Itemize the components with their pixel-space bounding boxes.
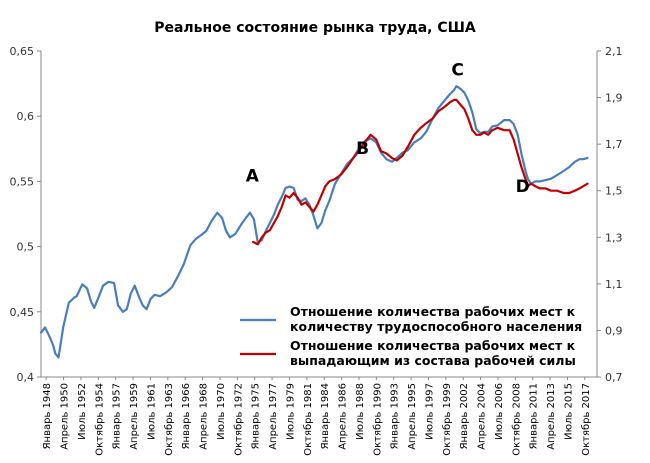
y-right-tick-label: 1,5 [605,185,623,198]
y-left-tick-label: 0,55 [10,175,35,188]
x-tick-label: Июль 1988 [355,383,366,440]
x-tick-label: Октябрь 1963 [164,383,175,456]
y-left-tick-label: 0,45 [10,306,35,319]
x-tick-label: Октябрь 1954 [94,383,105,456]
axes: 0,4 0,45 0,5 0,55 0,6 0,65 0,7 0,9 1,1 1,3 1,5 1,7 1… [10,45,623,456]
x-tick-label: Апрель 2013 [546,383,557,450]
y-right-tick-label: 0,9 [605,324,623,337]
y-right-tick-label: 1,7 [605,138,623,151]
x-tick-label: Октябрь 1981 [303,383,314,456]
x-tick-label: Январь 1948 [42,383,53,449]
y-right-tick-label: 1,1 [605,278,623,291]
y-left-tick-label: 0,65 [10,45,35,58]
y-right-tick-label: 1,9 [605,92,623,105]
x-tick-label: Октябрь 1972 [233,383,244,456]
x-tick-label: Июль 1997 [424,383,435,440]
x-tick-label: Октябрь 2017 [581,383,592,456]
x-tick-label: Июль 2006 [494,383,505,440]
x-tick-label: Январь 1993 [390,383,401,449]
chart-title: Реальное состояние рынка труда, США [154,20,476,36]
series-layer [39,85,589,359]
y-right-tick-label: 0,7 [605,371,623,384]
x-tick-label: Апрель 1977 [268,383,279,450]
y-left-tick-label: 0,6 [17,110,35,123]
series-line-1 [39,85,589,359]
legend: Отношение количества рабочих мест кколич… [240,304,582,368]
x-tick-label: Июль 1961 [146,383,157,440]
x-tick-label: Июль 1979 [285,383,296,440]
x-tick-label: Январь 2002 [459,383,470,449]
x-tick-label: Октябрь 1999 [442,383,453,456]
legend-label-2-line2: выпадающим из состава рабочей силы [290,353,576,368]
y-right-tick-label: 2,1 [605,45,623,58]
annotation-b: B [356,139,369,159]
y-left-tick-label: 0,4 [17,371,35,384]
x-tick-label: Январь 1984 [320,383,331,449]
x-tick-label: Октябрь 2008 [511,383,522,456]
legend-label-1-line2: количеству трудоспособного населения [290,319,582,334]
x-tick-label: Июль 1970 [216,383,227,440]
x-tick-label: Апрель 1968 [199,383,210,450]
x-tick-label: Апрель 1950 [60,383,71,450]
y-right-tick-label: 1,3 [605,231,623,244]
x-tick-label: Январь 1957 [112,383,123,449]
x-tick-label: Январь 1966 [181,383,192,449]
x-tick-label: Июль 2015 [563,383,574,440]
x-tick-label: Апрель 1959 [129,383,140,450]
y-left-tick-label: 0,5 [17,241,35,254]
x-tick-label: Апрель 1995 [407,383,418,450]
legend-label-2-line1: Отношение количества рабочих мест к [290,338,576,353]
x-tick-label: Апрель 1986 [338,383,349,450]
series-line-2 [252,98,589,246]
annotation-a: A [246,167,260,187]
annotation-c: C [451,61,463,81]
x-tick-label: Июль 1952 [77,383,88,440]
annotations: A B C D [246,61,530,198]
x-tick-label: Январь 1975 [251,383,262,449]
x-tick-label: Январь 2011 [529,383,540,449]
x-tick-label: Апрель 2004 [477,383,488,450]
legend-label-1-line1: Отношение количества рабочих мест к [290,304,576,319]
x-tick-label: Октябрь 1990 [372,383,383,456]
annotation-d: D [516,177,530,197]
